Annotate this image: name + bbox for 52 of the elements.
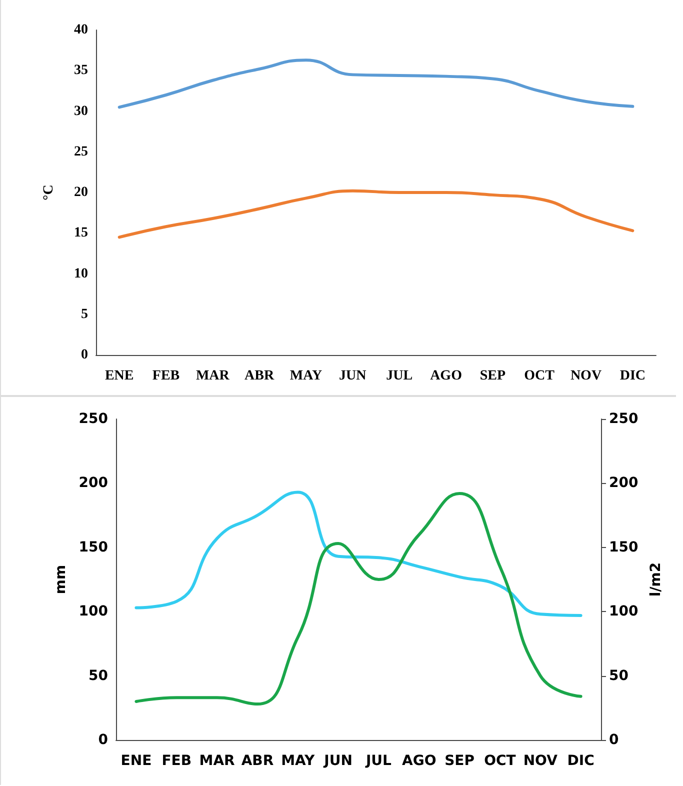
y-axis-title: mm xyxy=(52,564,69,594)
y-tick-label: 30 xyxy=(74,104,88,119)
line-series xyxy=(134,490,582,617)
x-tick-label: MAY xyxy=(281,753,316,769)
y-tick-label: 20 xyxy=(74,185,88,200)
x-tick-label: JUN xyxy=(339,368,366,384)
x-tick-label: ENE xyxy=(120,753,152,769)
y-tick-label: 5 xyxy=(81,306,88,322)
y2-tick-label: 100 xyxy=(609,604,638,620)
line-series xyxy=(118,58,634,109)
x-tick-label: SEP xyxy=(444,753,475,769)
line-series xyxy=(134,492,582,706)
x-tick-label: ABR xyxy=(244,368,275,384)
y-tick-label: 50 xyxy=(88,668,108,684)
y-tick-label: 100 xyxy=(78,604,108,620)
y-axis-title: °C xyxy=(42,184,56,200)
x-tick-label: JUL xyxy=(386,368,413,384)
y2-tick-label: 0 xyxy=(609,732,619,748)
x-tick-label: JUN xyxy=(323,753,352,769)
y-tick-label: 250 xyxy=(78,411,108,427)
y-tick-label: 10 xyxy=(74,266,88,282)
x-tick-label: DIC xyxy=(567,753,594,769)
x-tick-label: NOV xyxy=(523,753,558,769)
y2-tick-label: 250 xyxy=(609,411,638,427)
x-tick-label: OCT xyxy=(524,368,556,384)
y-tick-label: 35 xyxy=(74,63,88,78)
y-tick-label: 0 xyxy=(81,348,88,362)
y-tick-label: 40 xyxy=(74,22,88,38)
y-tick-label: 15 xyxy=(74,226,88,241)
y-tick-label: 0 xyxy=(98,732,108,748)
x-tick-label: MAR xyxy=(196,368,230,384)
x-tick-label: ABR xyxy=(241,753,274,769)
x-tick-label: FEB xyxy=(162,753,192,769)
x-tick-label: AGO xyxy=(402,753,436,769)
x-tick-label: NOV xyxy=(570,368,602,384)
y2-tick-label: 50 xyxy=(609,668,629,684)
y2-tick-label: 150 xyxy=(609,539,638,556)
x-tick-label: FEB xyxy=(152,368,180,384)
x-tick-label: ENE xyxy=(104,368,134,384)
x-tick-label: JUL xyxy=(364,753,392,769)
x-tick-label: AGO xyxy=(430,368,462,384)
line-series xyxy=(118,189,634,239)
y-tick-label: 150 xyxy=(78,539,108,556)
x-tick-label: SEP xyxy=(480,368,506,384)
x-tick-label: OCT xyxy=(484,753,516,769)
y2-tick-label: 200 xyxy=(609,475,638,492)
x-tick-label: DIC xyxy=(620,368,646,384)
x-tick-label: MAY xyxy=(290,368,322,384)
y-tick-label: 200 xyxy=(78,475,108,492)
x-tick-label: MAR xyxy=(199,753,236,769)
y2-axis-title: l/m2 xyxy=(648,562,664,597)
y-tick-label: 25 xyxy=(74,144,88,160)
